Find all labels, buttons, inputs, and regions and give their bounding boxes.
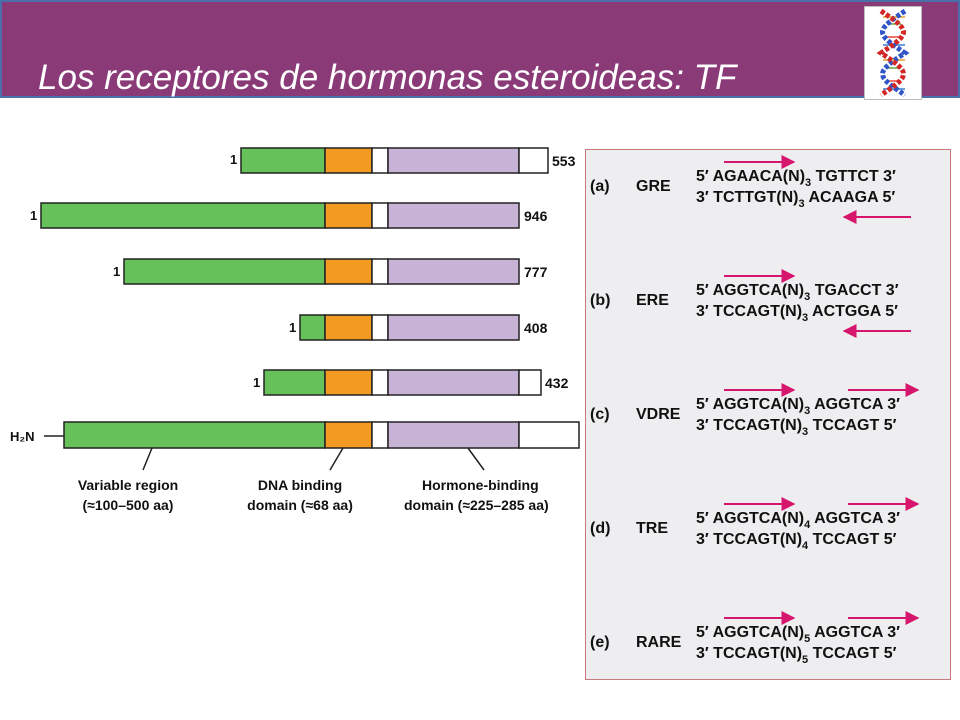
receptor-row-5: 1 432 <box>253 369 569 396</box>
re-letter: (c) <box>590 406 610 423</box>
hormone-binding-bar <box>387 258 520 285</box>
hormone-binding-bar <box>387 147 520 174</box>
hinge-bar <box>371 421 389 449</box>
receptor-domain-diagram: 1 553 1 946 1 777 1 408 1 432 <box>10 147 580 513</box>
variable-pointer <box>142 447 153 471</box>
hormone-binding-size: domain (≈225–285 aa) <box>404 497 549 513</box>
end-label: 553 <box>552 153 576 169</box>
hormone-binding-bar <box>387 369 520 396</box>
slide-title: Los receptores de hormonas esteroideas: … <box>38 58 737 97</box>
receptor-row-3: 1 777 <box>113 258 548 285</box>
hormone-binding-label: Hormone-binding <box>422 477 539 493</box>
start-label: 1 <box>30 208 37 223</box>
re-letter: (a) <box>590 178 610 195</box>
hinge-bar <box>371 258 389 285</box>
re-bottom-strand: 3′ TCCAGT(N)3 TCCAGT 5′ <box>696 417 897 438</box>
n-terminus-label: H₂N <box>10 429 35 444</box>
variable-region-bar <box>40 202 326 229</box>
re-name: TRE <box>636 520 668 537</box>
dna-pointer <box>329 447 344 471</box>
receptor-row-1: 1 553 <box>230 147 576 174</box>
dna-binding-label: DNA binding <box>258 477 342 493</box>
variable-region-bar <box>299 314 326 341</box>
hormone-binding-bar <box>387 421 520 449</box>
re-top-strand: 5′ AGGTCA(N)4 AGGTCA 3′ <box>696 510 900 531</box>
re-name: VDRE <box>636 406 681 423</box>
end-label: 946 <box>524 208 548 224</box>
dna-binding-bar <box>324 258 373 285</box>
hinge-bar <box>371 147 389 174</box>
variable-region-bar <box>123 258 326 285</box>
end-label: 432 <box>545 375 569 391</box>
c-terminal-bar <box>518 369 542 396</box>
dna-helix-graphic <box>876 8 910 98</box>
variable-region-label: Variable region <box>78 477 178 493</box>
start-label: 1 <box>113 264 120 279</box>
dna-helix-icon <box>864 6 922 100</box>
hinge-bar <box>371 202 389 229</box>
hinge-bar <box>371 369 389 396</box>
re-top-strand: 5′ AGGTCA(N)5 AGGTCA 3′ <box>696 624 900 645</box>
re-letter: (e) <box>590 634 610 651</box>
variable-region-bar <box>240 147 326 174</box>
dna-binding-size: domain (≈68 aa) <box>247 497 353 513</box>
end-label: 777 <box>524 264 548 280</box>
re-bottom-strand: 3′ TCCAGT(N)3 ACTGGA 5′ <box>696 303 898 324</box>
variable-region-size: (≈100–500 aa) <box>83 497 174 513</box>
hormone-binding-bar <box>387 314 520 341</box>
receptor-row-2: 1 946 <box>30 202 548 229</box>
c-terminal-bar <box>518 421 580 449</box>
re-top-strand: 5′ AGGTCA(N)3 TGACCT 3′ <box>696 282 899 303</box>
hormone-binding-bar <box>387 202 520 229</box>
c-terminal-bar <box>518 147 549 174</box>
receptor-row-4: 1 408 <box>289 314 548 341</box>
response-elements-panel: (a) GRE 5′ AGAACA(N)3 TGTTCT 3′ 3′ TCTTGT(N… <box>585 149 951 680</box>
re-bottom-strand: 3′ TCCAGT(N)5 TCCAGT 5′ <box>696 645 897 666</box>
receptor-row-generic: H₂N <box>10 421 580 449</box>
re-bottom-strand: 3′ TCTTGT(N)3 ACAAGA 5′ <box>696 189 895 210</box>
re-bottom-strand: 3′ TCCAGT(N)4 TCCAGT 5′ <box>696 531 897 552</box>
dna-binding-bar <box>324 369 373 396</box>
response-elements-svg: (a) GRE 5′ AGAACA(N)3 TGTTCT 3′3′ TCTTGT(N… <box>590 155 920 666</box>
re-name: ERE <box>636 292 669 309</box>
start-label: 1 <box>253 375 260 390</box>
re-name: RARE <box>636 634 682 651</box>
dna-binding-bar <box>324 421 373 449</box>
domain-legend: Variable region (≈100–500 aa) DNA bindin… <box>78 447 549 513</box>
hormone-pointer <box>467 447 485 471</box>
re-name: GRE <box>636 178 671 195</box>
variable-region-bar <box>263 369 326 396</box>
re-letter: (d) <box>590 520 610 537</box>
re-letter: (b) <box>590 292 610 309</box>
dna-binding-bar <box>324 147 373 174</box>
re-top-strand: 5′ AGGTCA(N)3 AGGTCA 3′ <box>696 396 900 417</box>
title-bar: Los receptores de hormonas esteroideas: … <box>0 0 960 98</box>
hinge-bar <box>371 314 389 341</box>
start-label: 1 <box>289 320 296 335</box>
dna-binding-bar <box>324 314 373 341</box>
variable-region-bar <box>63 421 326 449</box>
start-label: 1 <box>230 152 237 167</box>
re-top-strand: 5′ AGAACA(N)3 TGTTCT 3′ <box>696 168 896 189</box>
end-label: 408 <box>524 320 548 336</box>
dna-binding-bar <box>324 202 373 229</box>
